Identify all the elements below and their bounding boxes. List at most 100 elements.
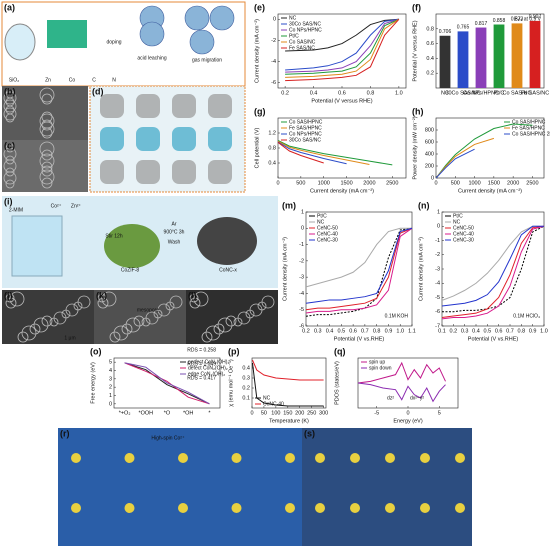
image-text: Stir 12h: [105, 233, 122, 239]
x-tick-label: 0.2: [281, 90, 289, 96]
series-line: [285, 18, 400, 78]
annotation: RDS = 0.258: [187, 347, 216, 353]
texture: [5, 179, 15, 189]
texture: [39, 169, 55, 185]
series-line: [357, 361, 446, 384]
texture: [113, 325, 129, 341]
texture: [189, 297, 201, 309]
image-text: gas migration: [192, 57, 222, 63]
legend-label: CeNC-40: [317, 231, 338, 237]
x-tick-label: 300: [319, 410, 328, 416]
legend-label: CeNC-40: [453, 231, 474, 237]
y-tick-label: -7: [435, 323, 440, 329]
texture: [5, 293, 15, 303]
x-category: *O: [164, 410, 171, 416]
y-axis-label: Power density (mW cm⁻²): [412, 116, 418, 179]
cage: [100, 160, 124, 184]
x-tick-label: 1.0: [540, 328, 548, 334]
x-category: *: [208, 410, 211, 416]
stack: [104, 224, 160, 268]
x-tick-label: 0.8: [373, 328, 381, 334]
x-tick-label: -5: [374, 410, 379, 416]
texture: [39, 141, 55, 157]
legend-label: perfect CoN₂(OH)₂: [188, 359, 229, 365]
x-axis-label: Potential (V vs.RHE): [334, 336, 385, 342]
panel-label: (o): [90, 346, 102, 356]
x-tick-label: 0.7: [506, 328, 514, 334]
y-tick-label: -3: [299, 275, 304, 281]
plot-frame: [435, 117, 545, 179]
texture: [101, 291, 117, 307]
sphere: [184, 5, 210, 31]
x-tick-label: 1.1: [408, 328, 416, 334]
stack: [197, 217, 257, 265]
molecule: [71, 503, 81, 513]
x-tick-label: 0.6: [495, 328, 503, 334]
texture: [9, 291, 25, 307]
panel-label: (l): [188, 290, 197, 300]
series-line: [441, 225, 544, 307]
y-tick-label: -6: [435, 309, 440, 315]
x-tick-label: 0.9: [529, 328, 537, 334]
legend-label: spin down: [369, 365, 392, 371]
texture: [97, 293, 107, 303]
x-category: Co NPs/HPNC: [463, 90, 499, 96]
series-line: [252, 359, 324, 381]
molecule: [420, 503, 430, 513]
series-line: [305, 227, 413, 311]
texture: [29, 323, 41, 335]
x-category: Pt/C: [494, 90, 505, 96]
y-tick-label: 0.1: [242, 395, 250, 401]
texture: [213, 323, 225, 335]
texture: [109, 331, 121, 343]
y-axis-label: PDOS (states/eV): [334, 361, 340, 405]
cage: [208, 127, 232, 151]
series-name: E₁/₂ at 0.9 V: [514, 16, 542, 22]
legend-label: Fe SAS/HPNC: [289, 125, 322, 131]
y-axis-label: Current density (mA cm⁻²): [418, 237, 424, 301]
molecule: [231, 503, 242, 513]
legend-label: Co SAS/NC: [289, 39, 316, 45]
x-tick-label: 1000: [318, 180, 330, 186]
x-tick-label: 500: [451, 180, 460, 186]
panel-label: (c): [4, 140, 15, 150]
series-line: [441, 225, 545, 318]
texture: [3, 171, 17, 185]
legend-label: Fe SAS/NC: [289, 45, 315, 51]
image-text: acid leaching: [137, 55, 166, 61]
x-tick-label: 0.4: [310, 90, 318, 96]
legend-label: 30Co SAS/NC: [289, 21, 321, 27]
cage: [136, 94, 160, 118]
series-line: [441, 225, 545, 320]
texture: [41, 119, 53, 131]
panel-label: (a): [4, 2, 15, 12]
series-line: [124, 362, 210, 405]
y-tick-label: 0.4: [268, 160, 276, 166]
image-panel: [58, 428, 302, 546]
texture: [225, 315, 237, 327]
x-tick-label: 0.2: [302, 328, 310, 334]
x-tick-label: 150: [283, 410, 292, 416]
bar: [493, 24, 505, 88]
texture: [39, 153, 55, 169]
y-tick-label: -6: [299, 323, 304, 329]
cage: [100, 127, 124, 151]
image-text: C: [92, 77, 96, 83]
series-line: [435, 148, 475, 179]
x-tick-label: 2500: [526, 180, 538, 186]
x-tick-label: 1500: [488, 180, 500, 186]
x-category: Fe SAS/NC: [521, 90, 549, 96]
legend-label: CeNC-50: [317, 225, 338, 231]
series-line: [305, 227, 412, 288]
texture: [217, 317, 233, 333]
y-tick-label: 0.6: [426, 41, 434, 47]
cage: [208, 160, 232, 184]
texture: [97, 297, 109, 309]
molecule: [124, 453, 135, 463]
texture: [3, 99, 17, 113]
image-text: doping: [106, 39, 121, 45]
bar-value-label: 0.817: [475, 21, 488, 27]
texture: [41, 127, 53, 139]
x-tick-label: 1000: [468, 180, 480, 186]
y-tick-label: 4: [109, 368, 112, 374]
